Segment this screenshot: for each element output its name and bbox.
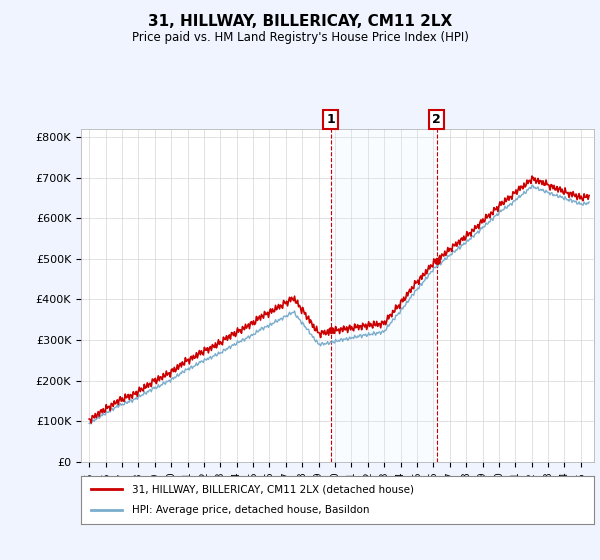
Text: 31, HILLWAY, BILLERICAY, CM11 2LX (detached house): 31, HILLWAY, BILLERICAY, CM11 2LX (detac…	[133, 484, 415, 494]
Text: Price paid vs. HM Land Registry's House Price Index (HPI): Price paid vs. HM Land Registry's House …	[131, 31, 469, 44]
Text: HPI: Average price, detached house, Basildon: HPI: Average price, detached house, Basi…	[133, 505, 370, 515]
Text: 2: 2	[433, 113, 441, 126]
Bar	[331, 129, 437, 462]
Text: 31, HILLWAY, BILLERICAY, CM11 2LX: 31, HILLWAY, BILLERICAY, CM11 2LX	[148, 14, 452, 29]
Text: 1: 1	[326, 113, 335, 126]
